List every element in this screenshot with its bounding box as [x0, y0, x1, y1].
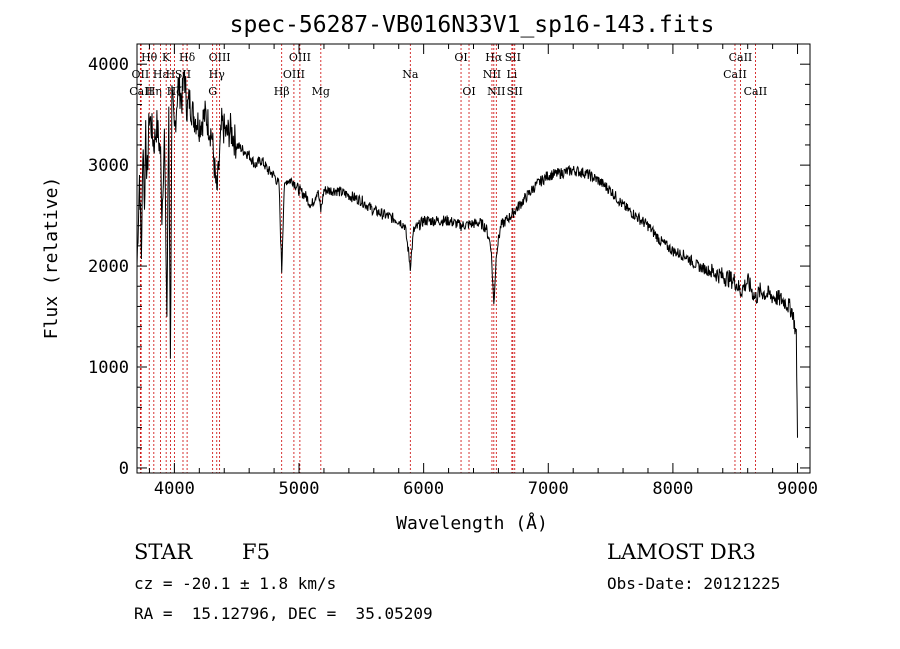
- line-marker-label-13: Hβ: [274, 85, 290, 98]
- line-marker-label-10: OIII: [209, 51, 231, 64]
- line-marker-label-23: Li: [506, 68, 517, 81]
- object-subclass: F5: [242, 540, 270, 564]
- x-axis-label: Wavelength (Å): [396, 512, 548, 534]
- coordinates: RA = 15.12796, DEC = 35.05209: [134, 604, 433, 623]
- chart-title: spec-56287-VB016N33V1_sp16-143.fits: [230, 12, 715, 38]
- line-marker-label-18: OI: [454, 51, 467, 64]
- line-marker-label-24: NII: [487, 85, 505, 98]
- line-marker-label-12: G: [208, 85, 217, 98]
- x-tick-label-3: 7000: [528, 479, 569, 499]
- line-marker-label-2: CaII: [129, 85, 153, 98]
- spectrum-series: [136, 71, 798, 438]
- line-marker-label-26: CaII: [729, 51, 753, 64]
- line-marker-label-28: CaII: [744, 85, 768, 98]
- axis-ticks: 4000 5000 6000 7000 8000 9000 0 1000 2000 3000 400…: [88, 43, 818, 499]
- x-tick-label-5: 9000: [777, 479, 818, 499]
- line-marker-label-14: OIII: [289, 51, 311, 64]
- line-marker-label-8: Hδ: [179, 51, 196, 64]
- redshift-readout: cz = -20.1 ± 1.8 km/s: [134, 574, 337, 593]
- plot-frame: [136, 43, 811, 474]
- line-marker-label-11: Hγ: [209, 68, 226, 81]
- line-marker-label-6: H: [166, 68, 176, 81]
- line-marker-label-17: Na: [402, 68, 419, 81]
- object-class: STAR: [134, 540, 193, 564]
- x-tick-label-4: 8000: [652, 479, 693, 499]
- x-tick-label-2: 6000: [403, 479, 444, 499]
- y-tick-label-3: 3000: [88, 156, 129, 176]
- y-tick-label-1: 1000: [88, 358, 129, 378]
- spectrum-line: [136, 71, 798, 438]
- line-marker-label-27: CaII: [723, 68, 747, 81]
- y-tick-label-4: 4000: [88, 55, 129, 75]
- line-marker-label-5: K: [162, 51, 171, 64]
- y-tick-label-2: 2000: [88, 257, 129, 277]
- survey-name: LAMOST DR3: [607, 540, 756, 564]
- line-marker-label-0: Hθ: [141, 51, 158, 64]
- line-marker-label-1: OII: [132, 68, 150, 81]
- line-marker-label-19: OI: [462, 85, 475, 98]
- line-marker-label-3: Hη: [146, 85, 162, 98]
- line-marker-label-21: SII: [505, 51, 521, 64]
- spectrum-chart: spec-56287-VB016N33V1_sp16-143.fits Hθ OI…: [41, 12, 818, 534]
- line-marker-label-20: Hα: [485, 51, 503, 64]
- y-tick-label-0: 0: [119, 459, 129, 479]
- x-tick-label-0: 4000: [154, 479, 195, 499]
- obs-date: Obs-Date: 20121225: [607, 574, 781, 593]
- line-marker-label-22: NII: [483, 68, 501, 81]
- y-axis-label: Flux (relative): [41, 177, 62, 340]
- x-tick-label-1: 5000: [279, 479, 320, 499]
- line-marker-label-16: Mg: [312, 85, 330, 98]
- line-marker-label-25: SII: [507, 85, 523, 98]
- line-marker-label-15: OIII: [283, 68, 305, 81]
- line-marker-label-4: Hε: [153, 68, 169, 81]
